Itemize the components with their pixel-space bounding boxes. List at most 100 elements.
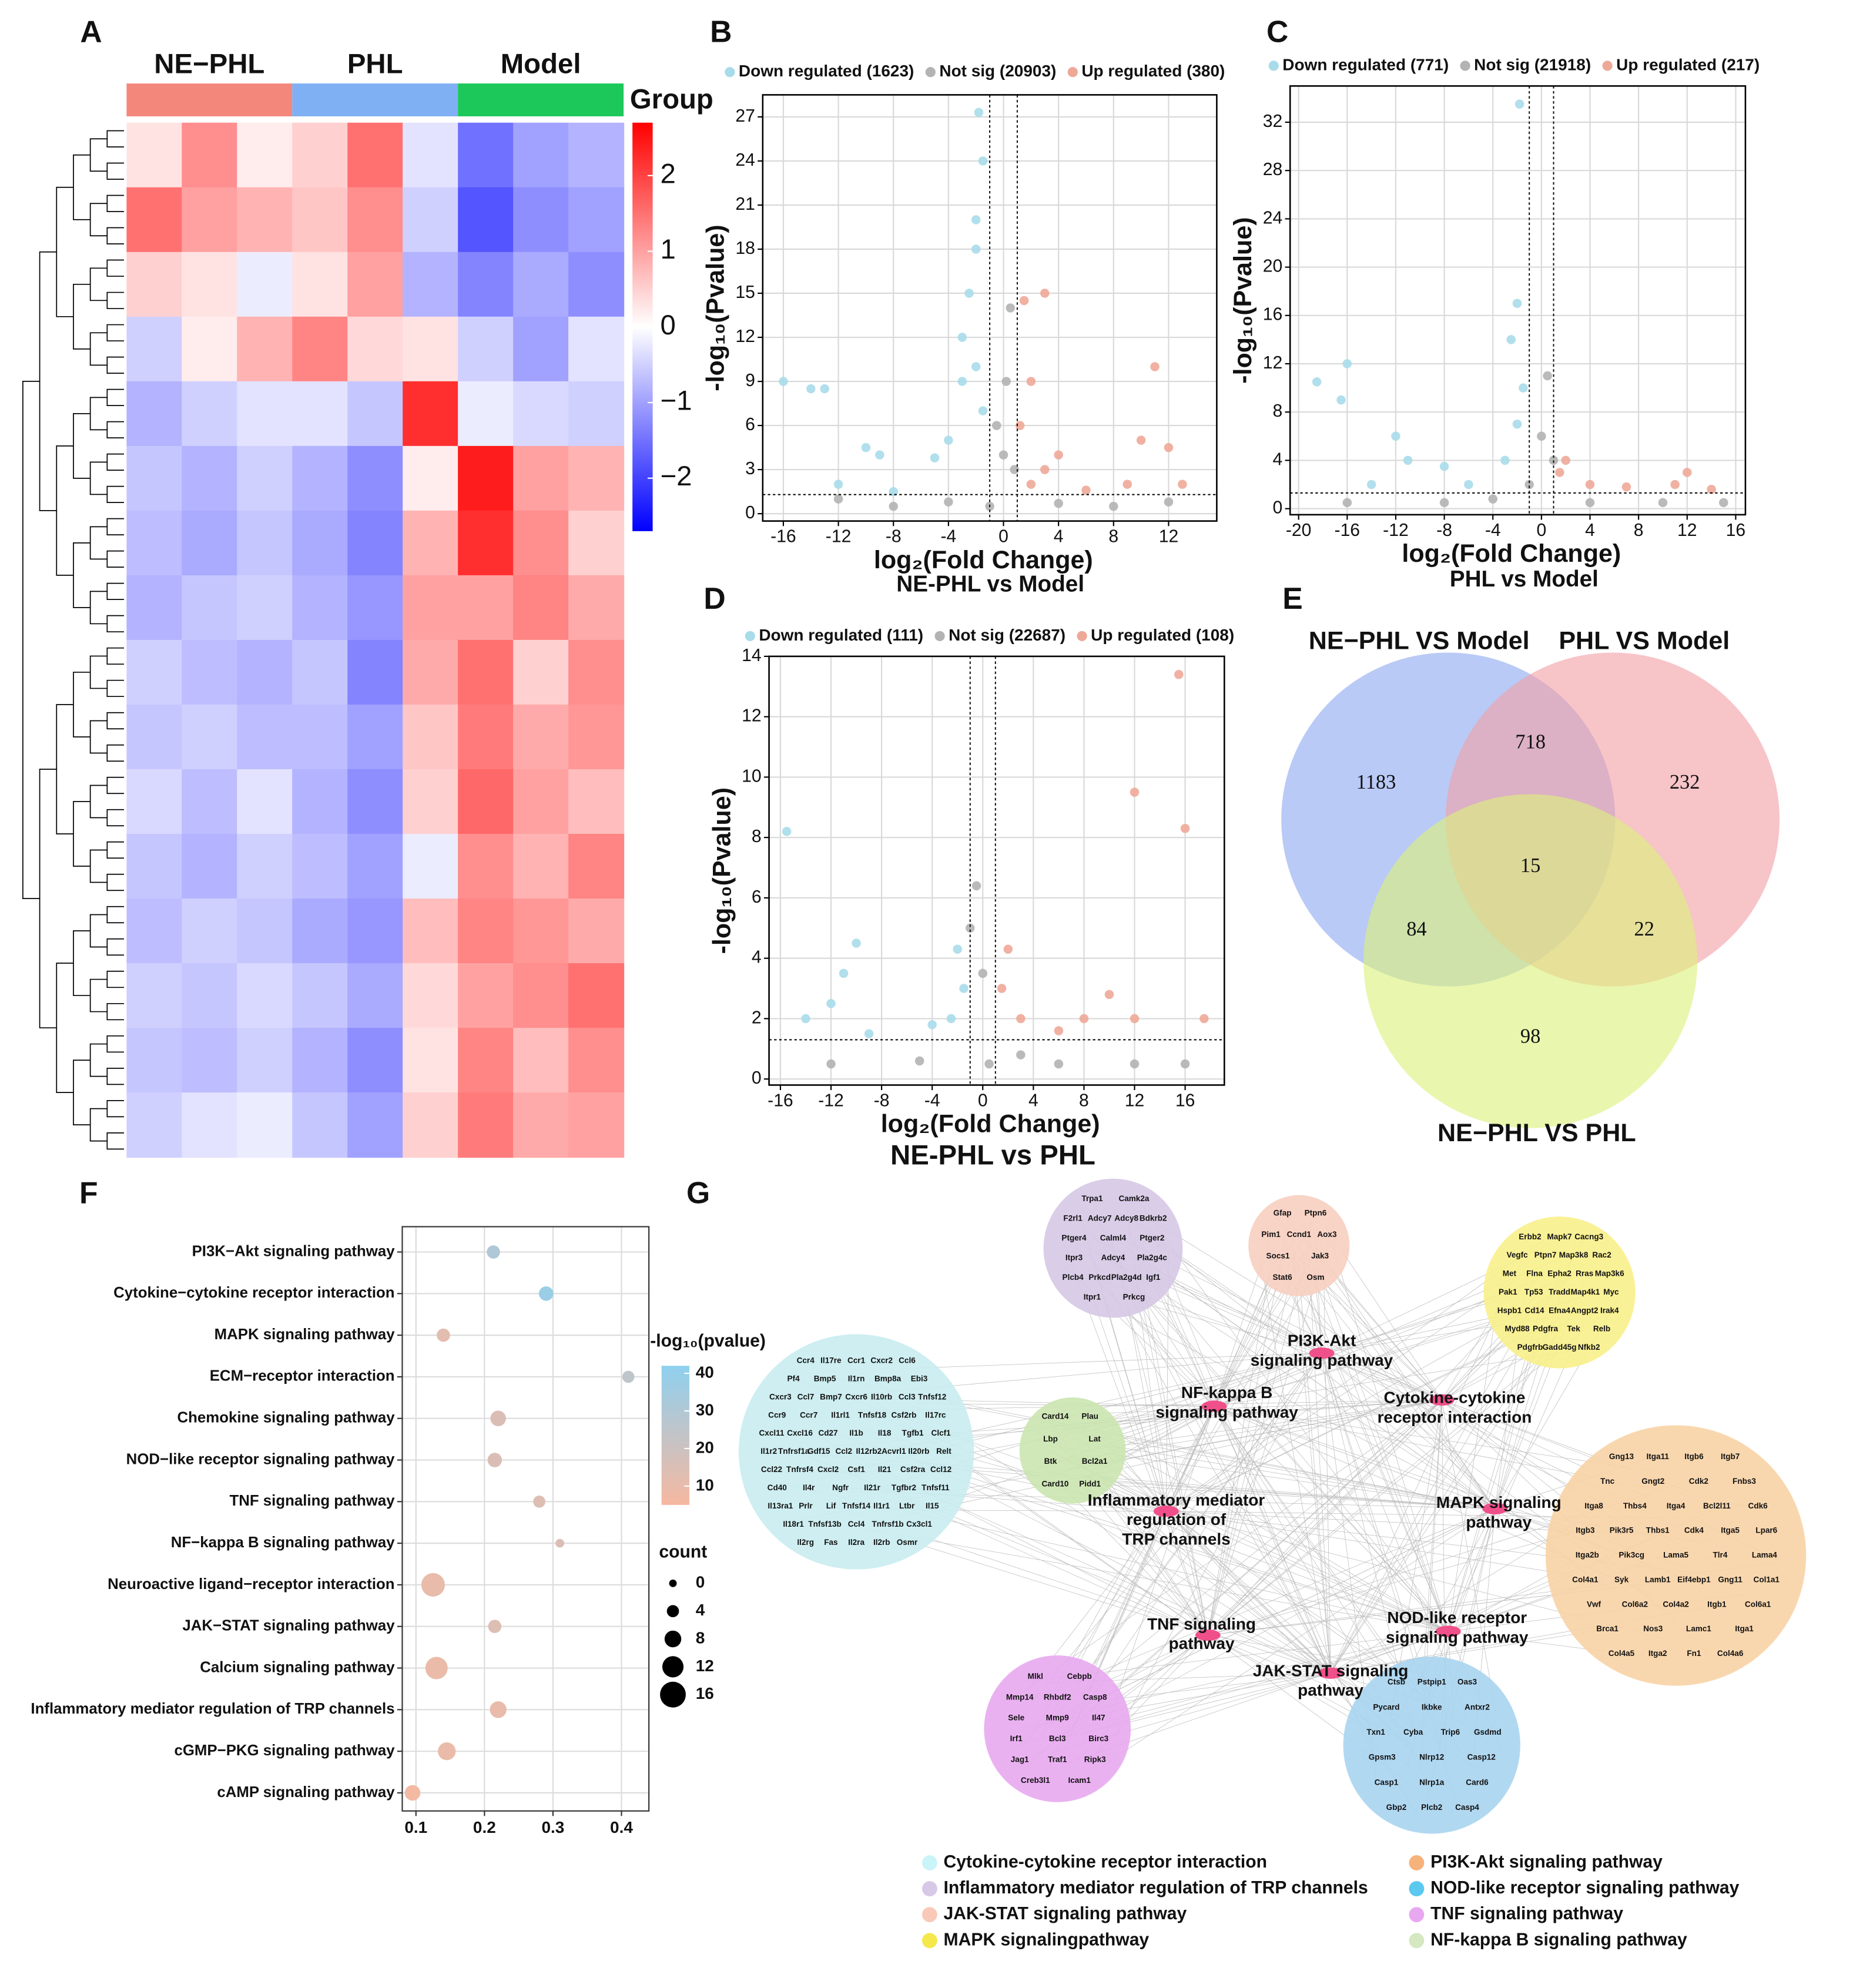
legend-label: Down regulated (771) [1282, 55, 1449, 73]
group-bar [126, 83, 293, 116]
gene-label: Col4a1 [1572, 1575, 1599, 1584]
heatmap-cell [126, 122, 183, 188]
heatmap-cell [568, 445, 625, 511]
dendrogram [106, 1003, 125, 1021]
gene-label: Epha2 [1547, 1269, 1571, 1278]
edge [1135, 1221, 1496, 1509]
gene-label: Itga5 [1721, 1526, 1740, 1535]
hub-label: signaling pathway [1386, 1628, 1529, 1646]
dendrogram [106, 388, 125, 406]
venn-count: 22 [1634, 918, 1654, 940]
dendrogram [106, 1099, 125, 1118]
edge [1207, 1251, 1308, 1635]
gene-label: Aox3 [1317, 1230, 1337, 1239]
point [1174, 669, 1184, 679]
gene-label: Ccl3 [899, 1392, 916, 1401]
point [998, 450, 1008, 460]
gene-label: Clcf1 [931, 1429, 951, 1437]
edge [1145, 1217, 1331, 1674]
point [1109, 501, 1118, 511]
edge [1268, 1258, 1496, 1509]
gene-label: Ccr7 [800, 1410, 817, 1419]
heatmap-cell [403, 639, 459, 706]
heatmap-cell [292, 381, 349, 447]
gene-label: Il1r2 [760, 1447, 777, 1456]
gene-label: Mmp9 [1046, 1714, 1070, 1722]
edge [1166, 1283, 1512, 1511]
heatmap-cell [513, 899, 569, 964]
legend-label: PI3K-Akt signaling pathway [1430, 1852, 1663, 1872]
x-tick-label: 4 [1585, 521, 1595, 540]
edge [1077, 1399, 1442, 1469]
point [1130, 1014, 1140, 1024]
size-legend-label: 8 [696, 1628, 705, 1647]
venn-set-label: NE−PHL VS Model [1309, 627, 1530, 655]
gene-label: Cxcl11 [759, 1429, 785, 1437]
dendrogram [106, 356, 125, 374]
heatmap-cell [237, 899, 293, 964]
gene-label: Lif [826, 1501, 836, 1510]
legend-label: TNF signaling pathway [1430, 1904, 1623, 1923]
dendrogram [106, 582, 125, 601]
point [1670, 480, 1680, 490]
gene-label: Csf2rb [891, 1410, 916, 1419]
edge [1214, 1280, 1536, 1407]
venn-count: 232 [1670, 771, 1700, 793]
gene-label: Il18 [878, 1429, 892, 1437]
point [957, 333, 967, 342]
y-tick-label: 12 [735, 327, 755, 346]
heatmap-cell [292, 963, 349, 1029]
category-label: Chemokine signaling pathway [177, 1410, 396, 1426]
gene-label: Creb3l1 [1021, 1776, 1050, 1785]
point [1621, 482, 1631, 492]
point [1500, 455, 1510, 465]
heatmap-cell [513, 252, 569, 317]
x-tick-label: 0 [998, 527, 1008, 547]
gene-label: Itga8 [1584, 1501, 1603, 1510]
venn-set-label: NE−PHL VS PHL [1438, 1119, 1636, 1147]
hub-label: receptor interaction [1378, 1408, 1532, 1426]
edge [1083, 1631, 1449, 1734]
gene-label: Thbs1 [1646, 1526, 1670, 1535]
gene-label: Lbp [1043, 1434, 1058, 1443]
edge [896, 1537, 1208, 1635]
gene-label: Ptpn7 [1534, 1251, 1557, 1259]
legend-marker [922, 1881, 937, 1896]
gene-label: Itpr1 [1084, 1292, 1101, 1301]
dendrogram [106, 550, 125, 568]
edge [1062, 1447, 1495, 1509]
gene-label: Ptger4 [1061, 1233, 1087, 1242]
heatmap-cell [182, 252, 238, 317]
dendrogram [106, 518, 125, 536]
gene-label: Irf1 [1010, 1734, 1023, 1743]
edge [1045, 1406, 1215, 1707]
point [944, 497, 953, 507]
heatmap-cell [403, 445, 459, 511]
gene-label: Jag1 [1011, 1755, 1029, 1764]
heatmap-cell [403, 316, 459, 382]
heatmap-cell [126, 187, 183, 253]
x-tick-label: -16 [1335, 521, 1361, 540]
edge [1291, 1238, 1331, 1674]
heatmap-cell [237, 833, 293, 900]
edge [1323, 1252, 1331, 1674]
gene-label: Gsdmd [1474, 1728, 1502, 1736]
point [833, 494, 843, 504]
gene-label: Bmp5 [814, 1374, 836, 1383]
point [1130, 1059, 1140, 1069]
gene-label: Tnfsf14 [842, 1501, 871, 1510]
gene-label: Nfkb2 [1578, 1343, 1600, 1352]
gene-label: Itgb7 [1721, 1452, 1740, 1461]
gene-label: Efna4 [1549, 1306, 1570, 1315]
edge [1330, 1313, 1529, 1674]
legend-label: Cytokine-cytokine receptor interaction [944, 1852, 1267, 1872]
size-legend-label: 4 [696, 1601, 705, 1619]
panel-label: B [710, 15, 732, 49]
heatmap-cell [292, 252, 349, 317]
legend-marker [745, 631, 755, 642]
heatmap-cell [347, 252, 404, 317]
point [978, 968, 988, 978]
dot [490, 1701, 507, 1718]
gene-label: Prlr [799, 1501, 813, 1510]
